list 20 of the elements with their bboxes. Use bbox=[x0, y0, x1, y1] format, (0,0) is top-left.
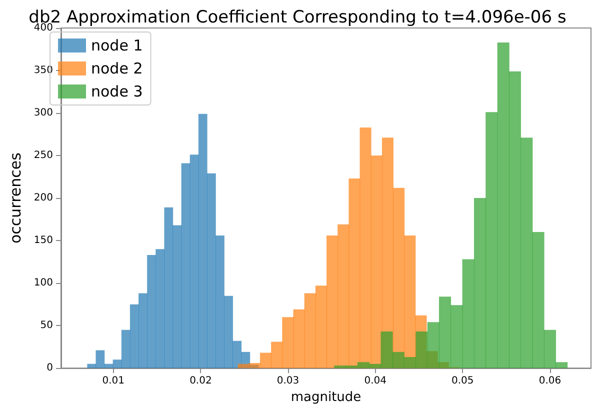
y-tick-label: 100 bbox=[34, 278, 53, 289]
x-tick-label: 0.04 bbox=[364, 376, 386, 387]
y-tick-label: 300 bbox=[34, 108, 53, 119]
y-tick-label: 200 bbox=[34, 192, 53, 204]
y-tick-label: 250 bbox=[34, 150, 53, 162]
x-tick-label: 0.03 bbox=[276, 376, 300, 387]
x-axis-title: magnitude bbox=[290, 390, 362, 405]
x-tick-label: 0.05 bbox=[452, 376, 474, 387]
x-tick-label: 0.06 bbox=[538, 376, 562, 387]
y-tick-label: 50 bbox=[40, 320, 53, 332]
y-tick-label: 150 bbox=[34, 235, 53, 246]
legend-label: node 2 bbox=[91, 60, 143, 78]
legend-label: node 1 bbox=[91, 36, 143, 54]
x-tick-label: 0.02 bbox=[190, 376, 212, 387]
y-axis-title: occurrences bbox=[6, 152, 24, 244]
y-tick-label: 400 bbox=[34, 22, 53, 34]
y-tick-label: 350 bbox=[34, 65, 53, 76]
y-tick-label: 0 bbox=[46, 362, 53, 374]
legend-label: node 3 bbox=[91, 82, 143, 100]
x-tick-label: 0.01 bbox=[102, 376, 125, 387]
